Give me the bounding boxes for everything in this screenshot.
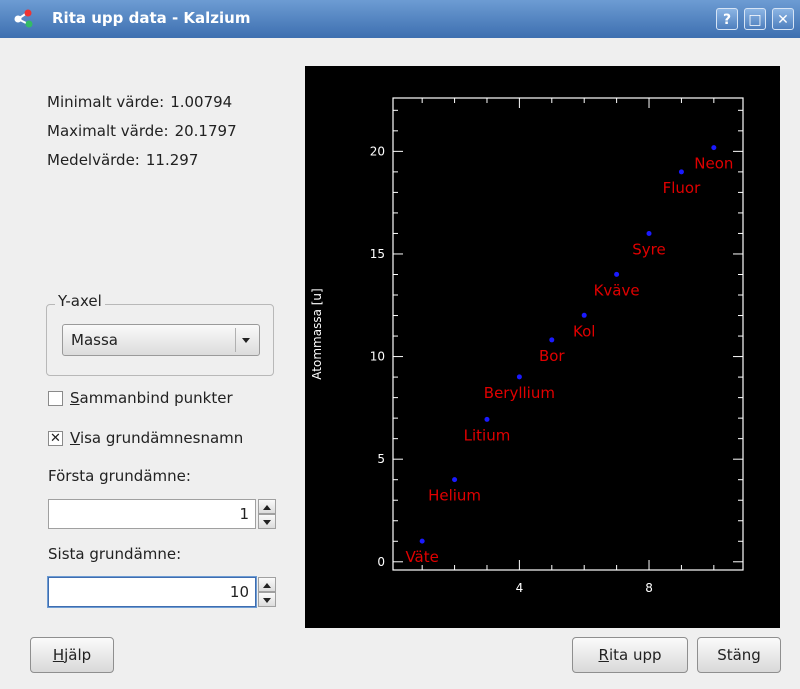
- data-point: [678, 169, 684, 175]
- element-name-label: Väte: [405, 548, 438, 566]
- data-point: [484, 416, 490, 422]
- element-name-label: Neon: [694, 155, 733, 173]
- window-title: Rita upp data - Kalzium: [52, 9, 251, 27]
- data-point: [646, 230, 652, 236]
- first-element-input[interactable]: 1: [48, 499, 256, 529]
- element-name-label: Kväve: [594, 281, 640, 299]
- last-element-spinbox[interactable]: 10: [48, 577, 276, 607]
- element-name-label: Helium: [428, 487, 481, 505]
- show-names-label[interactable]: Visa grundämnesnamn: [70, 429, 244, 447]
- last-element-increment[interactable]: [258, 577, 276, 592]
- element-name-label: Bor: [539, 347, 565, 365]
- chevron-down-icon: [242, 338, 250, 343]
- element-name-label: Litium: [464, 426, 511, 444]
- first-element-label: Första grundämne:: [48, 467, 191, 485]
- plot-frame: [392, 97, 744, 571]
- data-point: [711, 145, 717, 151]
- y-axis-label: Atommassa [u]: [310, 288, 324, 379]
- show-names-checkbox[interactable]: ✕: [48, 431, 63, 446]
- data-point: [549, 337, 555, 343]
- element-name-label: Kol: [573, 322, 595, 340]
- y-tick-label: 15: [370, 247, 385, 261]
- kalzium-app-icon: [14, 9, 33, 28]
- element-name-label: Syre: [632, 240, 665, 258]
- last-element-label: Sista grundämne:: [48, 545, 182, 563]
- connect-points-checkbox[interactable]: [48, 391, 63, 406]
- y-axis-select[interactable]: Massa: [62, 324, 260, 356]
- y-axis-selected-value: Massa: [71, 331, 118, 349]
- y-axis-group-title: Y-axel: [55, 292, 105, 310]
- statistics-panel: Minimalt värde: 1.00794 Maximalt värde: 20…: [47, 88, 237, 175]
- max-value: 20.1797: [174, 122, 237, 140]
- min-label: Minimalt värde:: [47, 93, 165, 111]
- min-value-row: Minimalt värde: 1.00794: [47, 88, 237, 117]
- first-element-spinbox[interactable]: 1: [48, 499, 276, 529]
- y-tick-label: 5: [377, 452, 385, 466]
- help-button[interactable]: Hjälp: [30, 637, 114, 673]
- x-tick-label: 8: [645, 581, 653, 595]
- first-element-decrement[interactable]: [258, 514, 276, 529]
- arrow-down-icon: [263, 520, 271, 525]
- y-axis-groupbox: [46, 304, 274, 376]
- maximize-button[interactable]: □: [744, 8, 766, 30]
- element-name-label: Beryllium: [484, 384, 555, 402]
- max-label: Maximalt värde:: [47, 122, 169, 140]
- arrow-up-icon: [263, 583, 271, 588]
- data-point: [581, 312, 587, 318]
- data-point: [452, 477, 458, 483]
- plot-area: 0 5 10 15 20 4 8 Väte Helium Litium Beryllium Bor…: [305, 66, 780, 628]
- y-tick-label: 10: [370, 350, 385, 364]
- plot-button[interactable]: Rita upp: [572, 637, 688, 673]
- element-name-label: Fluor: [663, 179, 701, 197]
- help-title-button[interactable]: ?: [716, 8, 738, 30]
- x-tick-label: 4: [516, 581, 524, 595]
- close-button[interactable]: Stäng: [697, 637, 781, 673]
- close-window-button[interactable]: ✕: [772, 8, 794, 30]
- scatter-chart: 0 5 10 15 20 4 8 Väte Helium Litium Beryllium Bor…: [310, 97, 744, 595]
- data-point: [419, 538, 425, 544]
- max-value-row: Maximalt värde: 20.1797: [47, 117, 237, 146]
- y-tick-label: 0: [377, 555, 385, 569]
- mean-label: Medelvärde:: [47, 151, 140, 169]
- data-point: [614, 271, 620, 277]
- mean-value-row: Medelvärde: 11.297: [47, 146, 237, 175]
- title-bar[interactable]: Rita upp data - Kalzium ? □ ✕: [0, 0, 800, 38]
- y-tick-label: 20: [370, 144, 385, 158]
- connect-points-label[interactable]: Sammanbind punkter: [70, 389, 233, 407]
- data-point: [516, 374, 522, 380]
- arrow-up-icon: [263, 505, 271, 510]
- last-element-input[interactable]: 10: [48, 577, 256, 607]
- first-element-increment[interactable]: [258, 499, 276, 514]
- min-value: 1.00794: [170, 93, 233, 111]
- last-element-decrement[interactable]: [258, 592, 276, 607]
- arrow-down-icon: [263, 598, 271, 603]
- combo-arrow[interactable]: [235, 328, 256, 352]
- mean-value: 11.297: [145, 151, 199, 169]
